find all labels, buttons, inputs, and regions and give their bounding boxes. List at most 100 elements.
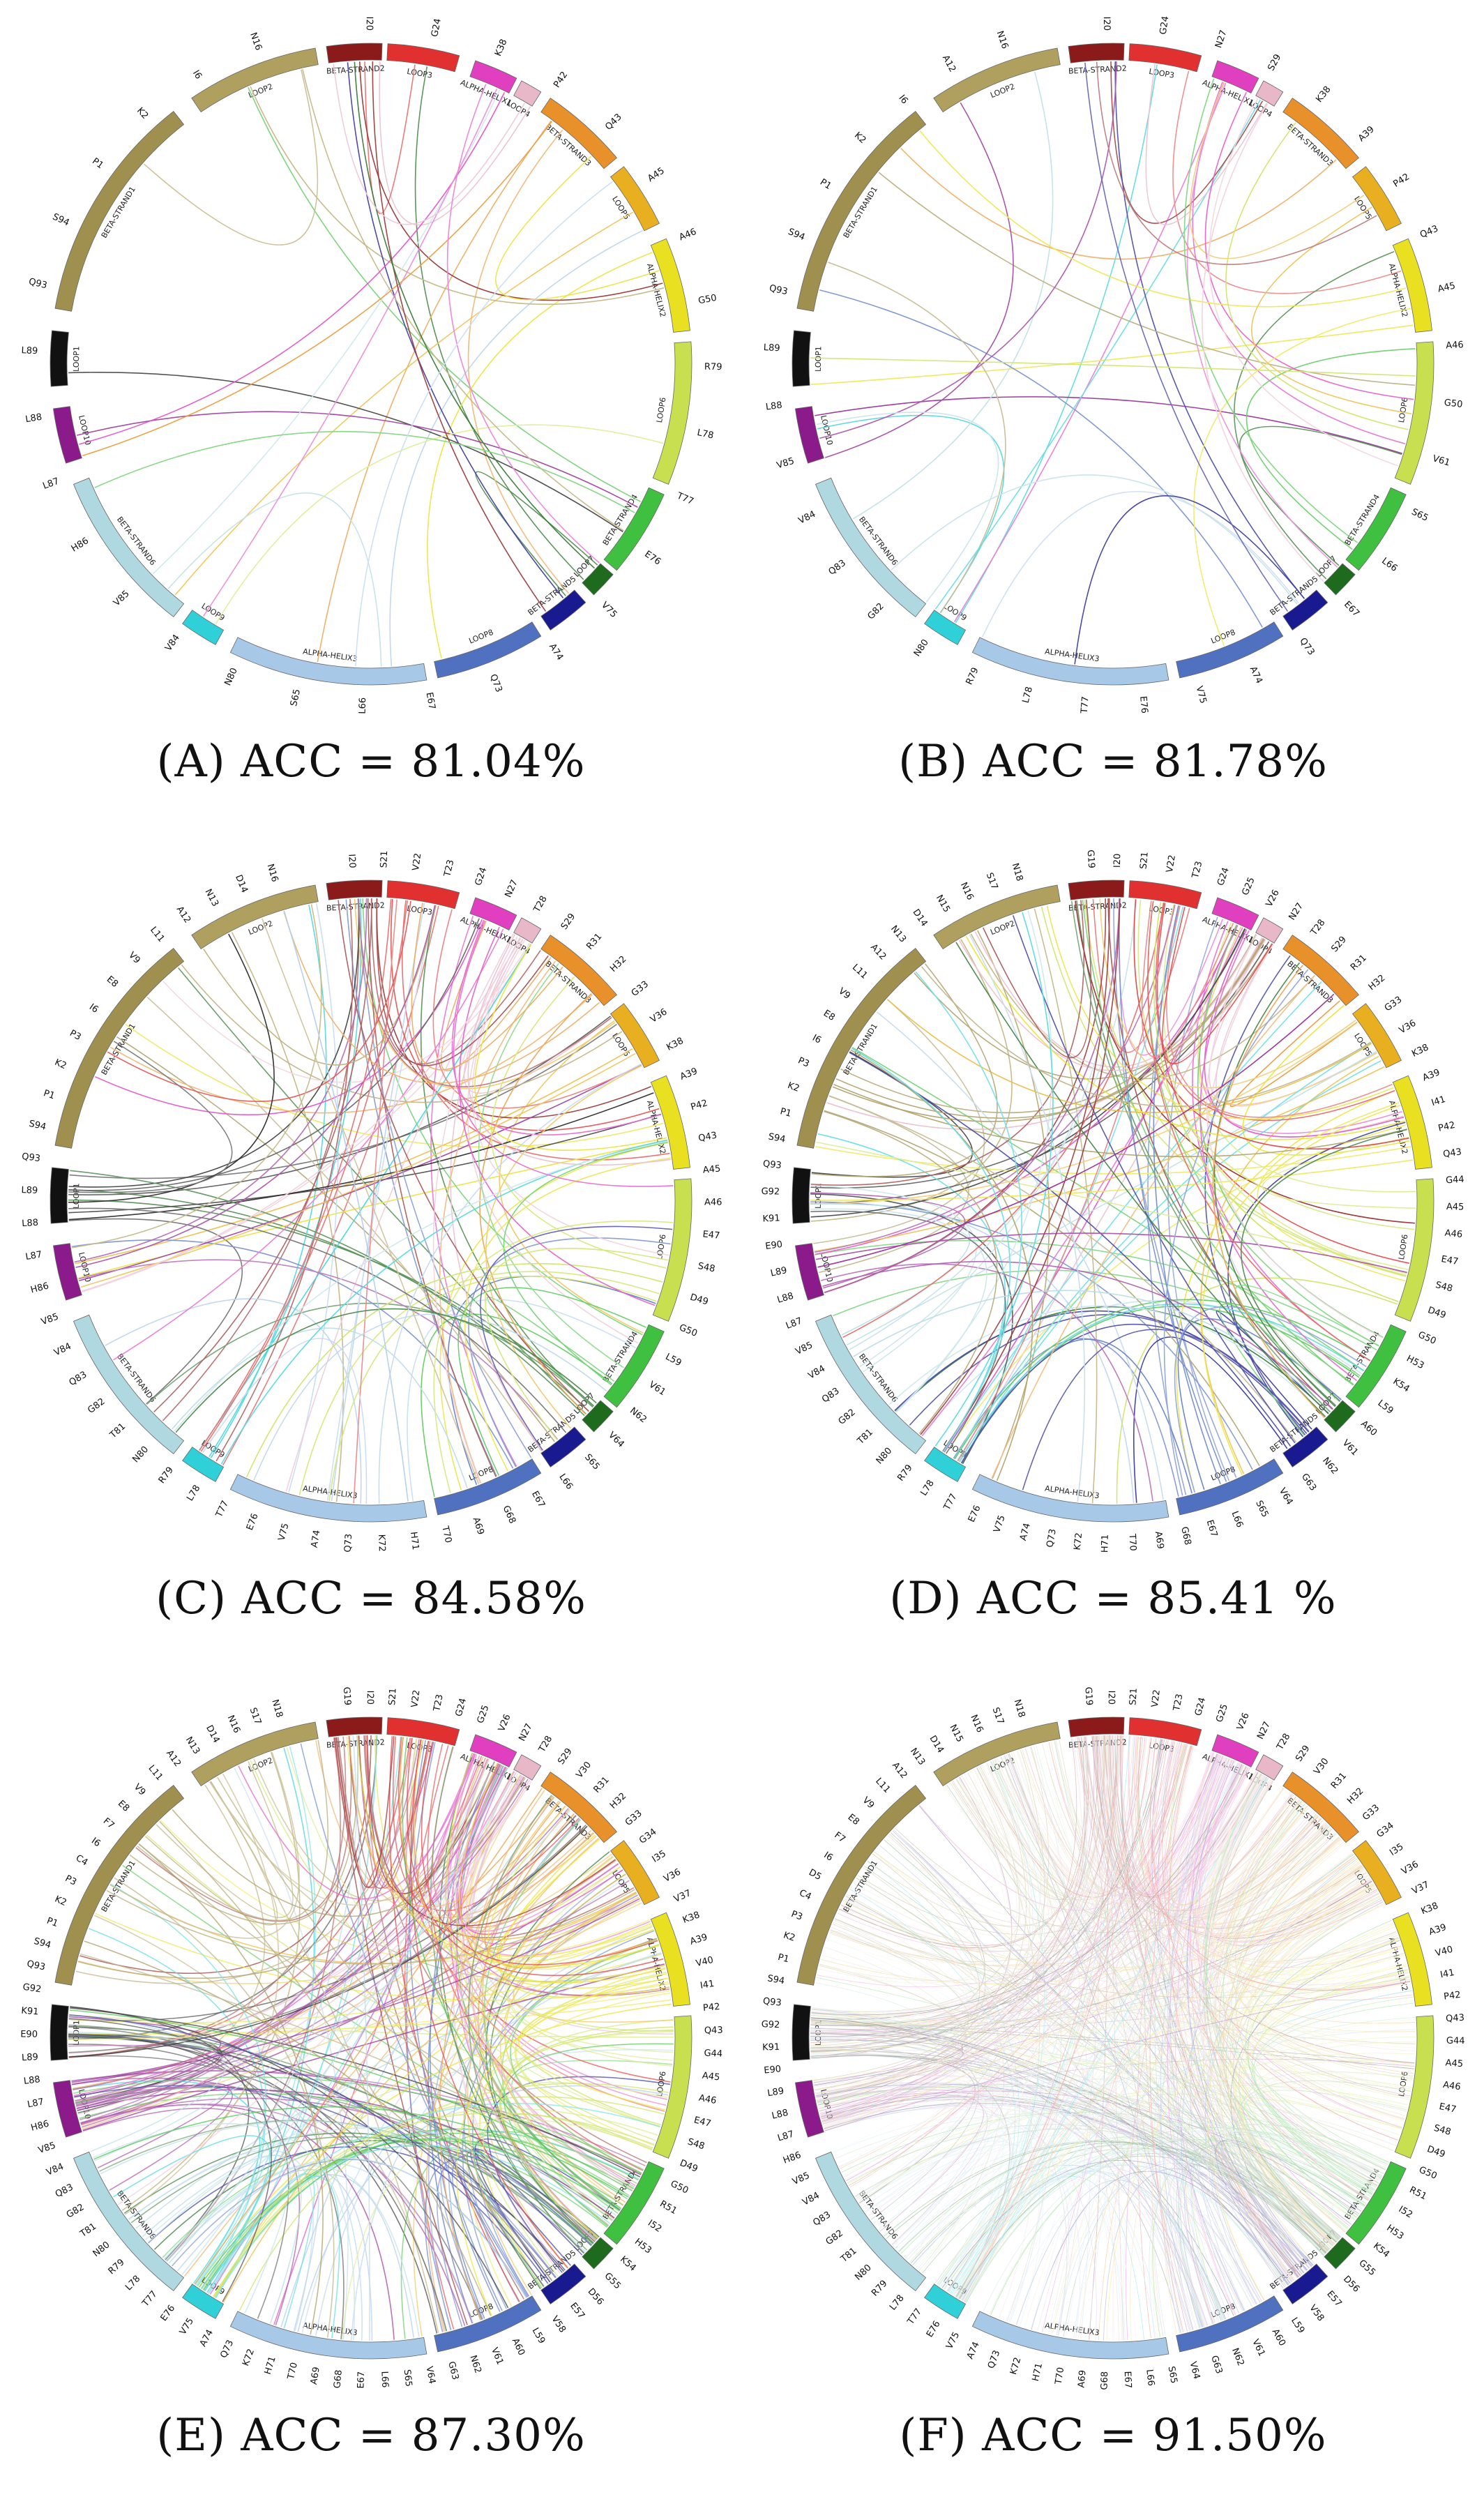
residue-label: I20 bbox=[1112, 854, 1123, 868]
chord-link bbox=[357, 898, 612, 1087]
chord-link bbox=[453, 1771, 565, 2272]
chord-link bbox=[810, 2031, 965, 2123]
chord-link bbox=[856, 1877, 1305, 2273]
chord-link bbox=[810, 1738, 1077, 2044]
chord-link bbox=[93, 2106, 629, 2198]
residue-label: G33 bbox=[1361, 1803, 1381, 1823]
chord-link bbox=[859, 898, 1120, 1368]
chord-link bbox=[824, 1110, 998, 1434]
chord-link bbox=[810, 1947, 1402, 2025]
chord-link bbox=[1231, 1827, 1373, 2194]
chord-link bbox=[1036, 1745, 1377, 2187]
residue-label: N80 bbox=[223, 666, 240, 687]
chord-link bbox=[1008, 1739, 1161, 1893]
residue-label: H32 bbox=[608, 954, 628, 974]
chord-link bbox=[842, 2113, 1363, 2210]
residue-label: L59 bbox=[1289, 2316, 1306, 2335]
chord-link bbox=[331, 903, 425, 1502]
residue-label: A74 bbox=[1018, 1522, 1033, 1541]
residue-label: S94 bbox=[787, 227, 807, 243]
chord-link bbox=[1258, 2002, 1414, 2150]
residue-label: T77 bbox=[905, 2307, 924, 2327]
chord-link bbox=[810, 2032, 979, 2220]
residue-label: V30 bbox=[575, 1760, 594, 1780]
chord-link bbox=[514, 1971, 667, 2151]
chord-link bbox=[109, 1751, 300, 1939]
chord-link bbox=[1109, 1735, 1124, 2341]
segment-beta-strand4 bbox=[1345, 487, 1407, 571]
residue-label: T77 bbox=[214, 1499, 232, 1519]
chord-link bbox=[376, 898, 549, 1066]
residue-label: G92 bbox=[761, 1186, 780, 1198]
chord-link bbox=[1163, 1742, 1398, 1961]
residue-label: D49 bbox=[689, 1292, 710, 1308]
residue-label: L88 bbox=[771, 2108, 789, 2122]
chord-link bbox=[905, 2164, 1069, 2336]
chord-link bbox=[68, 1736, 347, 2058]
chord-link bbox=[868, 1776, 1265, 2217]
chord-link bbox=[810, 1203, 971, 1336]
chord-diagram-d: BETA-STRAND2 LOOP3ALPHA-HELIX1LOOP4BETA-S… bbox=[761, 850, 1464, 1553]
segment-loop1 bbox=[50, 330, 69, 387]
chord-link bbox=[1167, 1745, 1294, 1906]
chord-link bbox=[878, 172, 1415, 386]
chord-link bbox=[944, 924, 1238, 1453]
residue-label: L88 bbox=[765, 400, 782, 413]
segment-loop5 bbox=[610, 1003, 660, 1069]
segment-loop9 bbox=[182, 1447, 225, 1482]
residue-label: N27 bbox=[517, 1722, 534, 1743]
chord-link bbox=[1209, 1817, 1321, 2281]
segment-loop6 bbox=[1394, 1178, 1434, 1322]
chord-link bbox=[859, 1758, 1034, 2205]
residue-label: H86 bbox=[70, 536, 91, 554]
chord-link bbox=[71, 1239, 514, 1469]
residue-label: L88 bbox=[776, 1291, 795, 1306]
residue-label: N27 bbox=[1213, 29, 1229, 50]
chord-link bbox=[810, 2033, 963, 2086]
residue-label: K2 bbox=[782, 1930, 796, 1943]
chord-link bbox=[944, 2170, 1226, 2320]
residue-label: T70 bbox=[1126, 1533, 1137, 1551]
residue-label: S94 bbox=[33, 1936, 52, 1951]
chord-link bbox=[945, 1124, 1407, 1454]
residue-label: L89 bbox=[22, 2052, 39, 2063]
chord-link bbox=[194, 1788, 543, 2285]
chord-link bbox=[955, 1776, 1266, 2297]
chord-link bbox=[174, 211, 633, 596]
residue-label: T81 bbox=[855, 1427, 875, 1447]
residue-label: V30 bbox=[1312, 1756, 1331, 1776]
residue-label: V64 bbox=[606, 1430, 626, 1449]
residue-label: S65 bbox=[1253, 1499, 1270, 1519]
residue-label: L66 bbox=[358, 697, 369, 714]
residue-label: R51 bbox=[658, 2198, 679, 2217]
chord-link bbox=[1204, 1872, 1367, 2304]
chord-link bbox=[253, 1313, 607, 1481]
residue-label: V9 bbox=[126, 950, 142, 966]
residue-label: G82 bbox=[86, 1396, 107, 1416]
chord-link bbox=[210, 1781, 439, 2334]
chord-link bbox=[460, 1775, 596, 2242]
chord-link bbox=[166, 2165, 420, 2337]
chord-link bbox=[439, 960, 556, 1484]
chord-link bbox=[942, 898, 1121, 1452]
residue-label: G82 bbox=[65, 2202, 86, 2220]
segment-beta-strand5 bbox=[540, 1426, 586, 1467]
chord-link bbox=[1209, 98, 1398, 467]
residue-label: G24 bbox=[454, 1697, 469, 1718]
chord-link bbox=[1243, 2090, 1407, 2228]
chord-link bbox=[810, 1210, 1006, 1454]
chord-link bbox=[250, 86, 665, 305]
chord-link bbox=[1077, 2161, 1331, 2339]
residue-label: G44 bbox=[704, 2048, 722, 2060]
residue-label: E47 bbox=[692, 2115, 712, 2129]
chord-link bbox=[1239, 1970, 1409, 2245]
chord-link bbox=[914, 1737, 1148, 2267]
chord-link bbox=[1245, 1898, 1382, 2190]
chord-link bbox=[208, 2175, 340, 2339]
residue-label: V61 bbox=[1340, 1438, 1360, 1458]
residue-label: V85 bbox=[794, 1340, 815, 1357]
chord-link bbox=[819, 289, 1263, 628]
chord-link bbox=[1150, 1740, 1250, 1897]
chord-link bbox=[982, 899, 1092, 1059]
residue-label: T28 bbox=[1275, 1732, 1293, 1753]
